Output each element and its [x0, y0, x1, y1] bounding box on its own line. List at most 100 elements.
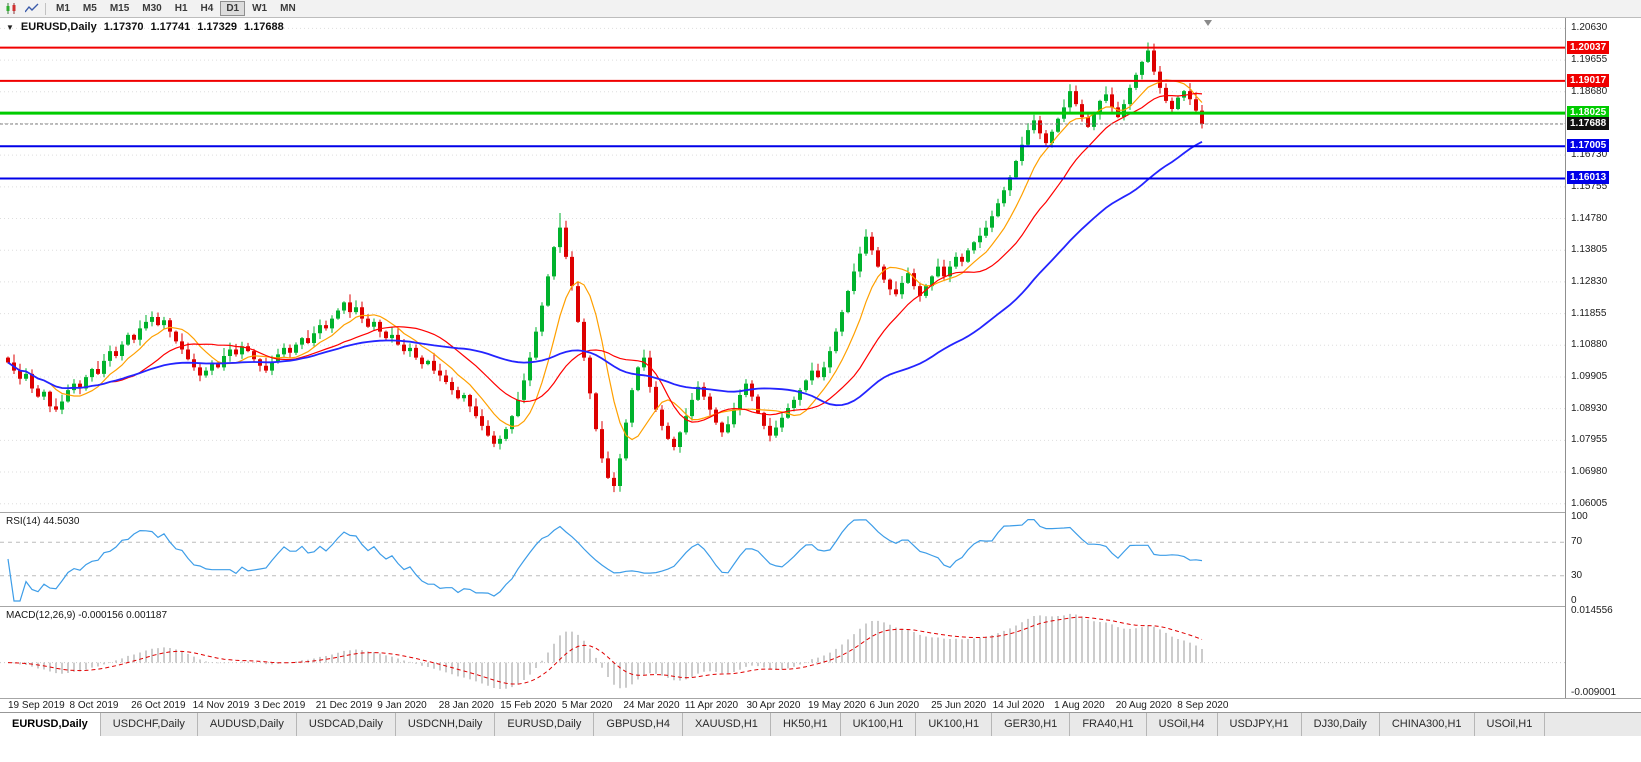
- ohlc-close: 1.17688: [244, 21, 284, 33]
- candles[interactable]: [6, 42, 1204, 493]
- date-label: 1 Aug 2020: [1054, 700, 1105, 711]
- rsi-label: RSI(14) 44.5030: [6, 516, 80, 527]
- collapse-arrow-icon[interactable]: ▼: [6, 22, 14, 32]
- chart-tab-2[interactable]: AUDUSD,Daily: [198, 713, 297, 736]
- ma-slow-line[interactable]: [7, 141, 1203, 407]
- date-label: 14 Nov 2019: [192, 700, 250, 711]
- date-label: 15 Feb 2020: [500, 700, 557, 711]
- chart-tab-3[interactable]: USDCAD,Daily: [297, 713, 396, 736]
- chart-tab-16[interactable]: CHINA300,H1: [1380, 713, 1475, 736]
- chart-tab-4[interactable]: USDCNH,Daily: [396, 713, 496, 736]
- chart-tab-15[interactable]: DJ30,Daily: [1302, 713, 1380, 736]
- date-label: 26 Oct 2019: [131, 700, 186, 711]
- price-axis-label: 1.08930: [1571, 402, 1608, 414]
- chart-ohlc-header: ▼ EURUSD,Daily 1.17370 1.17741 1.17329 1…: [6, 21, 284, 33]
- price-axis-label: 1.13805: [1571, 244, 1608, 256]
- timeframe-buttons: M1 M5 M15 M30 H1 H4 D1 W1 MN: [50, 1, 302, 16]
- date-label: 6 Jun 2020: [869, 700, 920, 711]
- date-label: 8 Sep 2020: [1177, 700, 1229, 711]
- price-axis-label: 1.06980: [1571, 466, 1608, 478]
- chart-tab-8[interactable]: HK50,H1: [771, 713, 841, 736]
- price-axis-label: 1.14780: [1571, 212, 1608, 224]
- time-axis[interactable]: 19 Sep 2019 8 Oct 2019 26 Oct 2019 14 Nov 2…: [0, 699, 1641, 712]
- chart-tab-5[interactable]: EURUSD,Daily: [495, 713, 595, 736]
- chart-tab-0[interactable]: EURUSD,Daily: [0, 713, 101, 736]
- price-axis-label: 1.16730: [1571, 149, 1608, 161]
- timeframe-button-w1[interactable]: W1: [252, 3, 268, 14]
- price-axis-label: 1.18680: [1571, 85, 1608, 97]
- timeframe-button-m15[interactable]: M15: [109, 3, 130, 14]
- hline-price-tag[interactable]: 1.19017: [1567, 73, 1610, 87]
- date-label: 20 Aug 2020: [1115, 700, 1172, 711]
- date-label: 25 Jun 2020: [931, 700, 987, 711]
- rsi-axis-label: 70: [1571, 536, 1583, 548]
- price-axis-label: 1.07955: [1571, 434, 1608, 446]
- macd-indicator-pane[interactable]: [0, 607, 1565, 698]
- macd-axis-label: 0.014556: [1571, 605, 1613, 616]
- pane-separator[interactable]: [0, 512, 1641, 513]
- hline-price-tag[interactable]: 1.17005: [1567, 139, 1610, 153]
- chart-tab-14[interactable]: USDJPY,H1: [1218, 713, 1302, 736]
- date-label: 8 Oct 2019: [69, 700, 119, 711]
- timeframe-button-h1[interactable]: H1: [174, 3, 188, 14]
- chart-tab-bar: EURUSD,Daily USDCHF,Daily AUDUSD,Daily USDC…: [0, 712, 1641, 736]
- chart-tab-6[interactable]: GBPUSD,H4: [594, 713, 683, 736]
- price-axis-label: 1.15755: [1571, 180, 1608, 192]
- pane-separator: [0, 698, 1641, 699]
- chart-tab-17[interactable]: USOil,H1: [1475, 713, 1546, 736]
- chart-type-icon[interactable]: [3, 1, 22, 16]
- timeframe-button-mn[interactable]: MN: [280, 3, 296, 14]
- date-label: 11 Apr 2020: [684, 700, 739, 711]
- chart-shift-marker[interactable]: [1204, 20, 1212, 26]
- date-label: 28 Jan 2020: [438, 700, 494, 711]
- price-axis-label: 1.09905: [1571, 370, 1608, 382]
- chart-symbol-label: EURUSD,Daily: [20, 21, 97, 33]
- chart-tab-11[interactable]: GER30,H1: [992, 713, 1071, 736]
- date-label: 5 Mar 2020: [561, 700, 613, 711]
- price-axis-label: 1.11855: [1571, 307, 1607, 319]
- price-axis-label: 1.06005: [1571, 497, 1608, 509]
- date-label: 9 Jan 2020: [377, 700, 427, 711]
- chart-tab-10[interactable]: UK100,H1: [916, 713, 993, 736]
- line-chart-icon[interactable]: [22, 1, 41, 16]
- price-axis-label: 1.12830: [1571, 275, 1608, 287]
- rsi-indicator-pane[interactable]: [0, 513, 1565, 606]
- price-axis[interactable]: 1.206301.196551.186801.177051.167301.157…: [1565, 18, 1641, 698]
- rsi-axis-label: 100: [1571, 511, 1588, 522]
- chart-tab-9[interactable]: UK100,H1: [841, 713, 917, 736]
- timeframe-button-d1[interactable]: D1: [220, 1, 246, 16]
- pane-separator[interactable]: [0, 606, 1641, 607]
- price-axis-label: 1.10880: [1571, 339, 1608, 351]
- date-label: 24 Mar 2020: [623, 700, 680, 711]
- hline-price-tag[interactable]: 1.20037: [1567, 40, 1610, 54]
- chart-tab-13[interactable]: USOil,H4: [1147, 713, 1218, 736]
- price-axis-label: 1.19655: [1571, 54, 1608, 66]
- macd-label: MACD(12,26,9) -0.000156 0.001187: [6, 610, 168, 621]
- rsi-axis-label: 30: [1571, 569, 1583, 581]
- timeframe-button-m5[interactable]: M5: [82, 3, 97, 14]
- chart-tab-12[interactable]: FRA40,H1: [1070, 713, 1147, 736]
- current-price-tag: 1.17688: [1567, 117, 1610, 130]
- rsi-axis-label: 0: [1571, 595, 1577, 606]
- macd-signal-line: [7, 616, 1203, 685]
- date-label: 19 May 2020: [808, 700, 866, 711]
- chart-tab-1[interactable]: USDCHF,Daily: [101, 713, 198, 736]
- rsi-line: [7, 518, 1203, 602]
- ohlc-high: 1.17741: [150, 21, 191, 33]
- date-label: 14 Jul 2020: [992, 700, 1045, 711]
- timeframe-button-h4[interactable]: H4: [200, 3, 214, 14]
- timeframe-button-m1[interactable]: M1: [56, 3, 70, 14]
- date-label: 30 Apr 2020: [746, 700, 801, 711]
- ma-fast-line[interactable]: [7, 79, 1203, 441]
- hline-price-tag[interactable]: 1.18025: [1567, 106, 1610, 120]
- hline-price-tag[interactable]: 1.16013: [1567, 171, 1610, 185]
- timeframe-toolbar: M1 M5 M15 M30 H1 H4 D1 W1 MN: [0, 0, 1641, 18]
- macd-axis-label: -0.009001: [1571, 687, 1617, 698]
- ohlc-low: 1.17329: [197, 21, 238, 33]
- price-chart-pane[interactable]: [0, 18, 1565, 512]
- date-label: 19 Sep 2019: [8, 700, 65, 711]
- timeframe-button-m30[interactable]: M30: [142, 3, 162, 14]
- ma-medium-line[interactable]: [7, 92, 1203, 423]
- chart-tab-7[interactable]: XAUUSD,H1: [683, 713, 771, 736]
